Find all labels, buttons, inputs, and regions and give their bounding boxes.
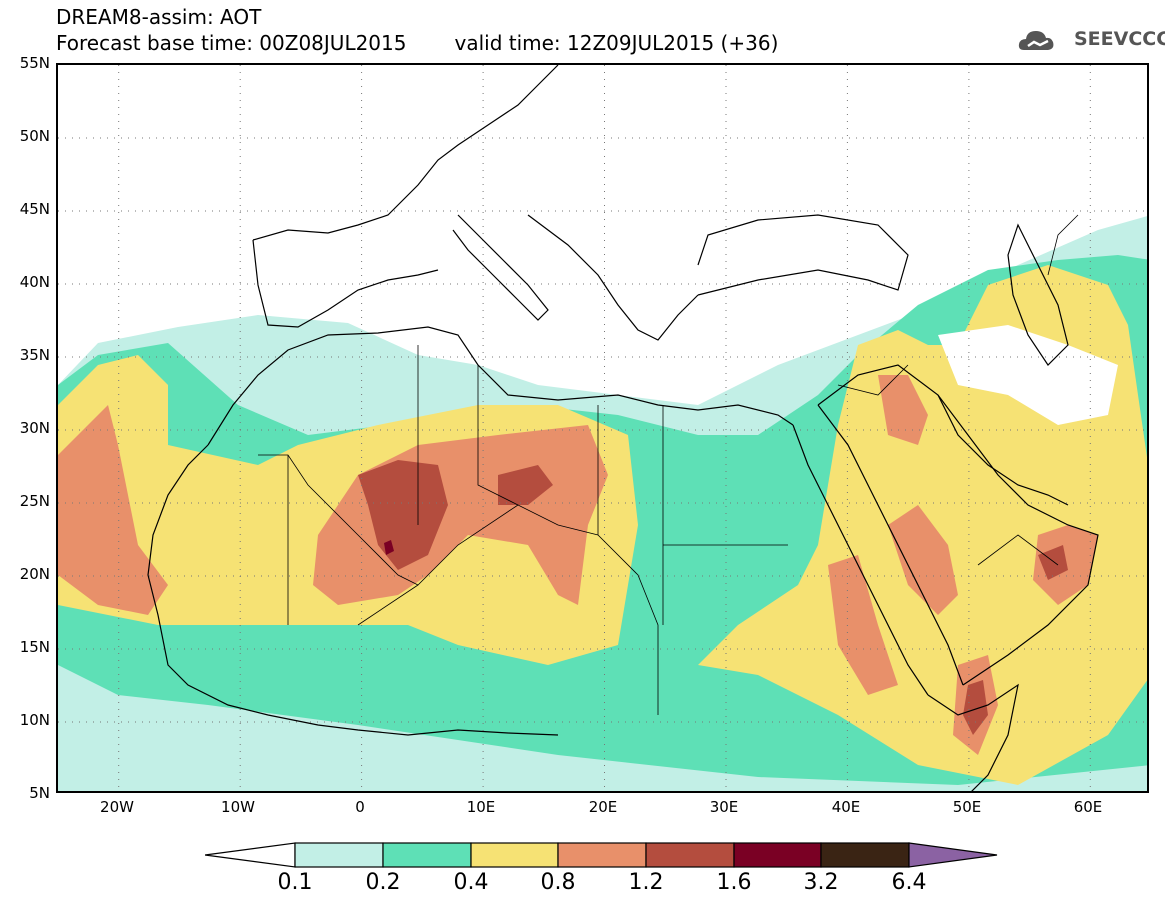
y-tick-label: 15N bbox=[19, 638, 50, 656]
legend-label: 6.4 bbox=[891, 870, 927, 895]
y-tick-label: 30N bbox=[19, 419, 50, 437]
x-tick-label: 30E bbox=[709, 798, 739, 816]
legend-swatch bbox=[820, 842, 910, 868]
logo-text: SEEVCCC bbox=[1074, 28, 1165, 50]
legend-swatch bbox=[557, 842, 647, 868]
valid-time: valid time: 12Z09JUL2015 (+36) bbox=[454, 31, 779, 55]
legend-label: 0.8 bbox=[540, 870, 576, 895]
y-tick-label: 25N bbox=[19, 492, 50, 510]
cloud-icon bbox=[1018, 31, 1054, 50]
x-tick-label: 10E bbox=[466, 798, 496, 816]
y-tick-label: 5N bbox=[29, 784, 50, 802]
grid-lines bbox=[58, 65, 1147, 791]
clear-sky-areas bbox=[218, 65, 1147, 425]
time-info: Forecast base time: 00Z08JUL2015 valid ti… bbox=[56, 32, 778, 54]
base-time: Forecast base time: 00Z08JUL2015 bbox=[56, 31, 407, 55]
legend-label: 0.2 bbox=[365, 870, 401, 895]
y-tick-label: 50N bbox=[19, 127, 50, 145]
x-tick-label: 20W bbox=[100, 798, 134, 816]
legend-swatch bbox=[294, 842, 384, 868]
x-tick-label: 0 bbox=[355, 798, 365, 816]
legend-swatch bbox=[645, 842, 735, 868]
x-tick-label: 60E bbox=[1073, 798, 1103, 816]
aot-field bbox=[58, 216, 1147, 791]
legend-label: 1.2 bbox=[628, 870, 664, 895]
x-tick-label: 10W bbox=[221, 798, 255, 816]
y-tick-label: 55N bbox=[19, 54, 50, 72]
legend-swatch bbox=[733, 842, 822, 868]
map-title: DREAM8-assim: AOT bbox=[56, 5, 262, 29]
legend-label: 3.2 bbox=[803, 870, 839, 895]
legend-label: 0.4 bbox=[453, 870, 489, 895]
legend-swatch-below bbox=[205, 842, 296, 868]
legend-swatch bbox=[470, 842, 559, 868]
country-borders bbox=[258, 214, 1079, 715]
legend-label: 0.1 bbox=[277, 870, 313, 895]
x-tick-label: 20E bbox=[588, 798, 618, 816]
x-tick-label: 40E bbox=[831, 798, 861, 816]
y-tick-label: 45N bbox=[19, 200, 50, 218]
y-tick-label: 10N bbox=[19, 711, 50, 729]
legend-label: 1.6 bbox=[716, 870, 752, 895]
aot-map bbox=[56, 63, 1149, 793]
color-legend bbox=[205, 842, 998, 868]
y-tick-label: 35N bbox=[19, 346, 50, 364]
y-tick-label: 40N bbox=[19, 273, 50, 291]
legend-swatch bbox=[382, 842, 472, 868]
legend-swatch-above bbox=[908, 842, 998, 868]
y-tick-label: 20N bbox=[19, 565, 50, 583]
x-tick-label: 50E bbox=[952, 798, 982, 816]
